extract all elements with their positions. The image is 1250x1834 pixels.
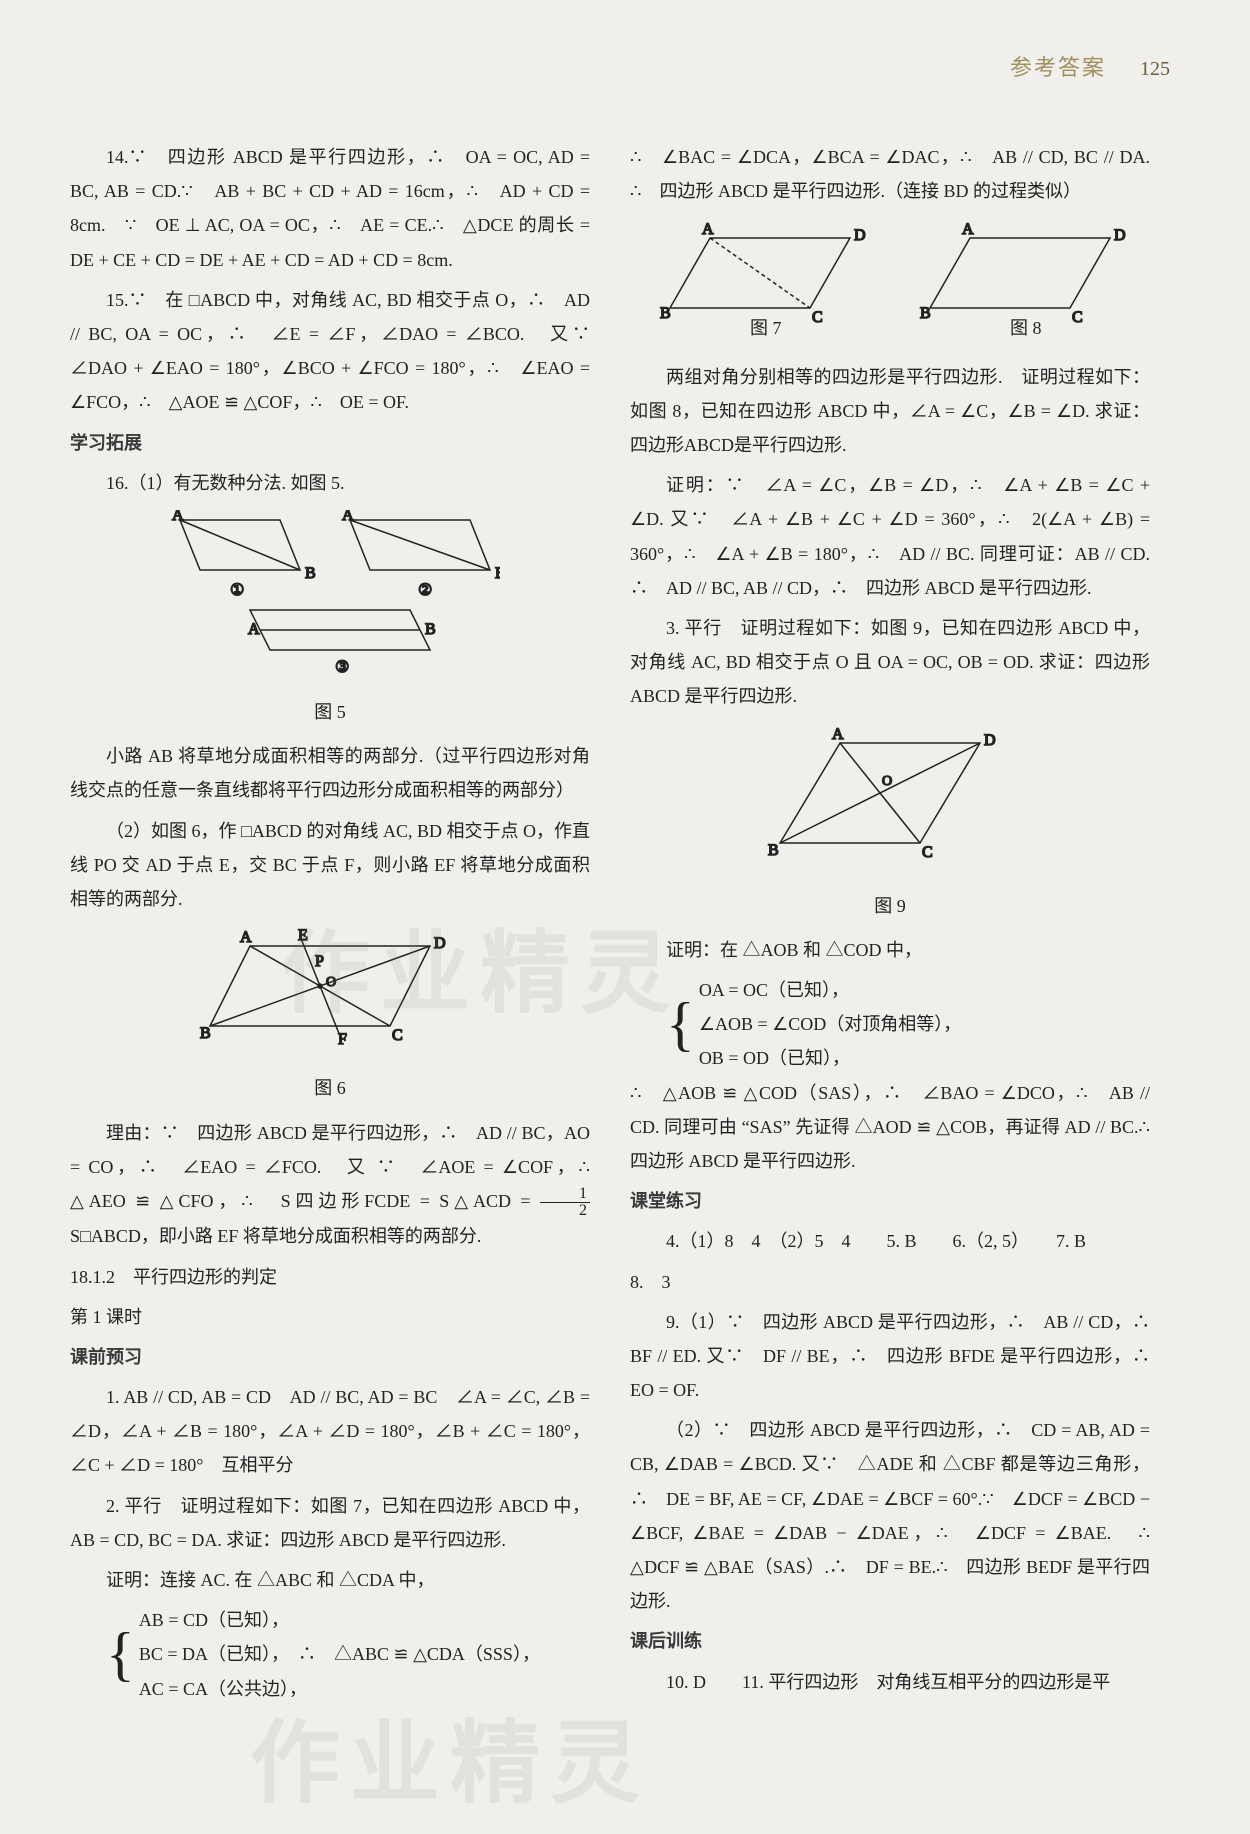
brace1-c: AC = CA（公共边），: [139, 1672, 540, 1706]
subsection-title: 18.1.2 平行四边形的判定: [70, 1260, 590, 1294]
para-3b: 证明：在 △AOB 和 △COD 中，: [630, 933, 1150, 967]
svg-text:D: D: [854, 227, 866, 244]
para-4: 4.（1）8 4 （2）5 4 5. B 6.（2, 5） 7. B: [630, 1224, 1150, 1258]
pre-2b: 证明：连接 AC. 在 △ABC 和 △CDA 中，: [70, 1563, 590, 1597]
section-class: 课堂练习: [630, 1184, 1150, 1218]
svg-text:②: ②: [418, 582, 432, 599]
svg-text:B: B: [660, 305, 671, 322]
brace2-b: ∠AOB = ∠COD（对顶角相等），: [699, 1007, 961, 1041]
svg-text:③: ③: [335, 659, 349, 676]
para-10: 10. D 11. 平行四边形 对角线互相平分的四边形是平: [630, 1665, 1150, 1699]
page-number: 125: [1140, 58, 1170, 81]
figure-9-caption: 图 9: [630, 889, 1150, 923]
svg-text:C: C: [812, 309, 823, 326]
para-16-2b-b: S□ABCD，即小路 EF 将草地分成面积相等的两部分.: [70, 1226, 481, 1246]
figure-6-caption: 图 6: [70, 1071, 590, 1105]
figure-5-caption: 图 5: [70, 695, 590, 729]
svg-text:A: A: [962, 221, 974, 238]
para-9-1: 9.（1）∵ 四边形 ABCD 是平行四边形，∴ AB // CD，∴ BF /…: [630, 1305, 1150, 1408]
left-brace-icon: {: [666, 994, 695, 1054]
lesson-title: 第 1 课时: [70, 1300, 590, 1334]
svg-text:B: B: [768, 842, 779, 859]
left-column: 14.∵ 四边形 ABCD 是平行四边形，∴ OA = OC, AD = BC,…: [70, 140, 590, 1706]
content-columns: 14.∵ 四边形 ABCD 是平行四边形，∴ OA = OC, AD = BC,…: [70, 140, 1180, 1706]
figure-7-8: A D B C A D B C 图 7 图 8: [630, 218, 1150, 349]
para-diag2: 证明：∵ ∠A = ∠C，∠B = ∠D，∴ ∠A + ∠B = ∠C + ∠D…: [630, 468, 1150, 605]
para-16-2b: 理由：∵ 四边形 ABCD 是平行四边形，∴ AD // BC，AO = CO，…: [70, 1116, 590, 1254]
brace2-c: OB = OD（已知），: [699, 1041, 961, 1075]
brace1-a: AB = CD（已知），: [139, 1603, 540, 1637]
fraction-half: 1 2: [540, 1186, 590, 1219]
svg-text:D: D: [434, 935, 446, 952]
svg-text:B: B: [425, 621, 436, 638]
right-column: ∴ ∠BAC = ∠DCA，∠BCA = ∠DAC，∴ AB // CD, BC…: [630, 140, 1150, 1706]
svg-text:C: C: [392, 1027, 403, 1044]
svg-text:B: B: [920, 305, 931, 322]
svg-text:B: B: [200, 1025, 211, 1042]
watermark: 作业精灵: [250, 1690, 650, 1820]
svg-text:C: C: [1072, 309, 1083, 326]
svg-text:A: A: [702, 221, 714, 238]
left-brace-icon: {: [106, 1624, 135, 1684]
svg-text:A: A: [172, 510, 184, 524]
svg-text:C: C: [922, 844, 933, 861]
figure-6-svg: A E P D B F C O: [190, 926, 470, 1056]
para-14: 14.∵ 四边形 ABCD 是平行四边形，∴ OA = OC, AD = BC,…: [70, 140, 590, 277]
para-16-2b-a: 理由：∵ 四边形 ABCD 是平行四边形，∴ AD // BC，AO = CO，…: [70, 1123, 608, 1211]
brace1-b: BC = DA（已知）， ∴ △ABC ≌ △CDA（SSS），: [139, 1637, 540, 1671]
svg-text:O: O: [882, 774, 892, 789]
frac-num: 1: [540, 1186, 590, 1203]
brace2-a: OA = OC（已知），: [699, 973, 961, 1007]
para-16-1: 16.（1）有无数种分法. 如图 5.: [70, 466, 590, 500]
figure-5: A B ① A B ②: [70, 510, 590, 729]
svg-text:F: F: [338, 1031, 347, 1048]
brace-group-2: { OA = OC（已知）， ∠AOB = ∠COD（对顶角相等）， OB = …: [666, 973, 1150, 1076]
svg-text:图 8: 图 8: [1010, 318, 1042, 338]
para-3a: 3. 平行 证明过程如下：如图 9，已知在四边形 ABCD 中，对角线 AC, …: [630, 611, 1150, 714]
svg-text:A: A: [342, 510, 354, 524]
svg-text:D: D: [984, 732, 996, 749]
brace-group-1: { AB = CD（已知）， BC = DA（已知）， ∴ △ABC ≌ △CD…: [106, 1603, 590, 1706]
svg-text:图 7: 图 7: [750, 318, 782, 338]
svg-text:E: E: [298, 927, 308, 944]
para-16-1b: 小路 AB 将草地分成面积相等的两部分.（过平行四边形对角线交点的任意一条直线都…: [70, 739, 590, 807]
para-9-2: （2）∵ 四边形 ABCD 是平行四边形，∴ CD = AB, AD = CB,…: [630, 1413, 1150, 1618]
section-after: 课后训练: [630, 1624, 1150, 1658]
section-preclass: 课前预习: [70, 1340, 590, 1374]
pre-1: 1. AB // CD, AB = CD AD // BC, AD = BC ∠…: [70, 1380, 590, 1483]
header-label: 参考答案: [1010, 50, 1106, 82]
svg-text:A: A: [832, 726, 844, 743]
figure-9-svg: A D B C O: [760, 723, 1020, 873]
svg-text:①: ①: [230, 582, 244, 599]
para-8: 8. 3: [630, 1265, 1150, 1299]
figure-6: A E P D B F C O 图 6: [70, 926, 590, 1105]
svg-text:D: D: [1114, 227, 1126, 244]
page-header: 参考答案 125: [1010, 50, 1170, 82]
svg-text:O: O: [326, 975, 336, 990]
section-extension: 学习拓展: [70, 426, 590, 460]
para-3c: ∴ △AOB ≌ △COD（SAS），∴ ∠BAO = ∠DCO，∴ AB //…: [630, 1076, 1150, 1179]
figure-5-svg: A B ① A B ②: [160, 510, 500, 680]
para-16-2a: （2）如图 6，作 □ABCD 的对角线 AC, BD 相交于点 O，作直线 P…: [70, 814, 590, 917]
svg-text:B: B: [495, 565, 500, 582]
svg-text:B: B: [305, 565, 316, 582]
para-top: ∴ ∠BAC = ∠DCA，∠BCA = ∠DAC，∴ AB // CD, BC…: [630, 140, 1150, 208]
pre-2: 2. 平行 证明过程如下：如图 7，已知在四边形 ABCD 中，AB = CD,…: [70, 1489, 590, 1557]
para-diag: 两组对角分别相等的四边形是平行四边形. 证明过程如下：如图 8，已知在四边形 A…: [630, 360, 1150, 463]
svg-text:P: P: [315, 953, 324, 970]
figure-7-8-svg: A D B C A D B C 图 7 图 8: [650, 218, 1130, 338]
svg-text:A: A: [248, 621, 260, 638]
frac-den: 2: [540, 1203, 590, 1219]
page: 参考答案 125 作业精灵 作业精灵 14.∵ 四边形 ABCD 是平行四边形，…: [0, 0, 1250, 1834]
para-15: 15.∵ 在 □ABCD 中，对角线 AC, BD 相交于点 O，∴ AD //…: [70, 283, 590, 420]
svg-text:A: A: [240, 929, 252, 946]
figure-9: A D B C O 图 9: [630, 723, 1150, 922]
